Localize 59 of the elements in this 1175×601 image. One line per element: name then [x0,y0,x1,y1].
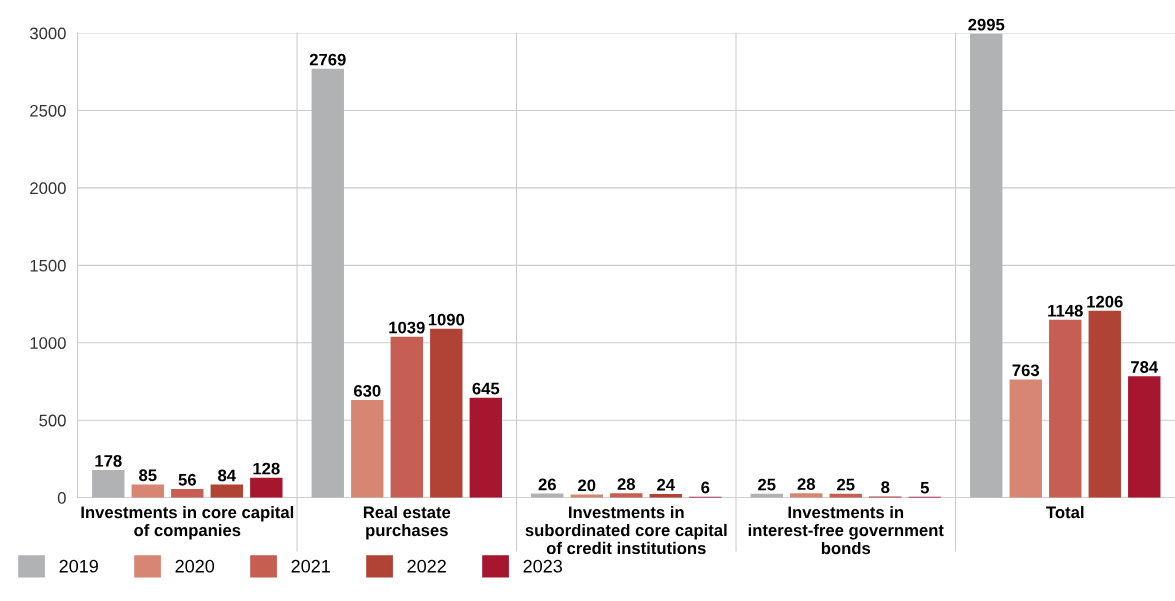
bar [469,397,502,498]
data-label: 1039 [389,321,425,334]
legend-label: 2020 [175,559,215,573]
data-label: 28 [617,478,636,490]
x-tick-label: Investments in subordinated core capital of credit institutions [525,505,727,555]
x-tick-label: Real estate purchases [363,505,451,540]
bar [430,328,463,498]
data-label: 128 [253,462,280,475]
data-label: 84 [218,469,236,482]
bar [1009,379,1042,498]
bar [390,336,423,498]
legend-label: 2021 [291,559,330,573]
bar [970,33,1003,498]
bar [171,488,204,498]
data-label: 56 [178,473,196,486]
legend-label: 2023 [523,559,562,573]
data-label: 6 [701,481,710,494]
data-label: 25 [837,478,855,491]
data-label: 630 [353,384,381,397]
y-tick-label: 1000 [30,337,66,349]
y-tick-label: 1500 [30,259,66,272]
data-label: 763 [1012,364,1040,377]
bar [1088,310,1121,498]
data-label: 28 [797,478,816,490]
bar [311,68,344,498]
y-tick-label: 3000 [30,27,66,40]
data-label: 2769 [309,53,346,66]
x-tick-label: Investments in interest-free government bonds [748,505,944,555]
data-label: 784 [1131,361,1159,373]
x-tick-label: Investments in core capital of companies [81,505,294,540]
bar [351,400,384,498]
data-label: 26 [538,478,556,491]
bar [1128,376,1161,498]
data-label: 5 [920,481,929,494]
data-label: 1148 [1048,304,1083,317]
data-label: 20 [578,479,596,492]
data-label: 85 [139,469,157,482]
bar [210,484,243,498]
data-label: 1206 [1087,295,1123,308]
data-label: 24 [657,478,675,491]
y-tick-label: 2000 [30,182,66,195]
bar [92,470,125,498]
data-label: 8 [881,481,890,494]
data-label: 25 [758,478,776,491]
legend-label: 2019 [59,559,98,573]
bar [1049,319,1082,498]
bar [790,493,823,498]
data-label: 2995 [968,18,1005,31]
data-label: 178 [95,454,122,467]
y-tick-label: 500 [39,414,66,427]
legend-label: 2022 [407,559,446,573]
bar [610,493,643,498]
bar [131,484,164,498]
x-tick-label: Total [1046,505,1084,519]
y-tick-label: 0 [57,492,66,504]
data-label: 645 [472,382,500,395]
bar [250,477,283,498]
y-tick-label: 2500 [30,104,66,117]
data-label: 1090 [428,313,465,326]
